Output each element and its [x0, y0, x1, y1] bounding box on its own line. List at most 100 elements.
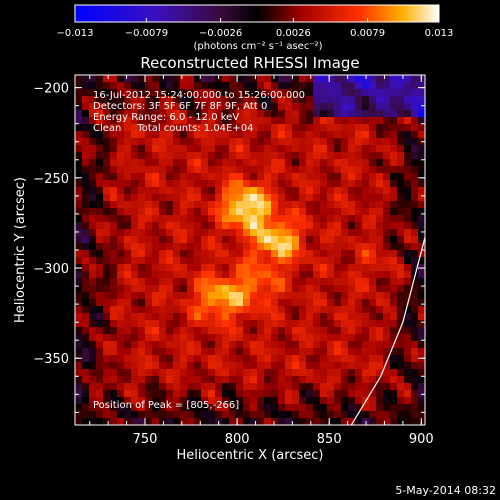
heatmap-cell: [250, 376, 258, 384]
heatmap-cell: [159, 390, 167, 398]
heatmap-cell: [355, 229, 363, 237]
heatmap-cell: [152, 257, 160, 265]
heatmap-cell: [390, 180, 398, 188]
heatmap-cell: [250, 166, 258, 174]
heatmap-cell: [369, 166, 377, 174]
heatmap-cell: [187, 124, 195, 132]
heatmap-cell: [180, 222, 188, 230]
heatmap-cell: [166, 201, 174, 209]
heatmap-cell: [222, 194, 230, 202]
heatmap-cell: [411, 180, 419, 188]
heatmap-cell: [404, 201, 412, 209]
heatmap-cell: [418, 208, 425, 216]
heatmap-cell: [411, 75, 419, 83]
heatmap-cell: [404, 355, 412, 363]
heatmap-cell: [215, 257, 223, 265]
heatmap-cell: [278, 103, 286, 111]
heatmap-cell: [383, 250, 391, 258]
heatmap-cell: [173, 222, 181, 230]
heatmap-cell: [320, 180, 328, 188]
heatmap-cell: [187, 243, 195, 251]
heatmap-cell: [411, 222, 419, 230]
heatmap-cell: [180, 75, 188, 83]
heatmap-cell: [117, 103, 125, 111]
heatmap-cell: [103, 390, 111, 398]
heatmap-cell: [327, 145, 335, 153]
heatmap-cell: [320, 215, 328, 223]
heatmap-cell: [278, 362, 286, 370]
heatmap-cell: [138, 285, 146, 293]
heatmap-cell: [110, 229, 118, 237]
heatmap-cell: [75, 236, 83, 244]
heatmap-cell: [173, 376, 181, 384]
heatmap-cell: [355, 411, 363, 419]
heatmap-cell: [117, 215, 125, 223]
heatmap-cell: [152, 292, 160, 300]
heatmap-cell: [390, 82, 398, 90]
x-tick-label: 800: [225, 432, 250, 447]
heatmap-cell: [418, 82, 425, 90]
heatmap-cell: [390, 418, 398, 425]
heatmap-cell: [376, 75, 384, 83]
heatmap-cell: [271, 327, 279, 335]
heatmap-cell: [194, 236, 202, 244]
heatmap-cell: [313, 208, 321, 216]
heatmap-cell: [187, 201, 195, 209]
heatmap-cell: [376, 362, 384, 370]
heatmap-cell: [327, 313, 335, 321]
heatmap-cell: [341, 173, 349, 181]
heatmap-cell: [306, 222, 314, 230]
heatmap-cell: [208, 264, 216, 272]
heatmap-cell: [236, 418, 244, 425]
heatmap-cell: [236, 355, 244, 363]
heatmap-cell: [264, 418, 272, 425]
heatmap-cell: [299, 138, 307, 146]
heatmap-cell: [229, 89, 237, 97]
heatmap-cell: [103, 404, 111, 412]
heatmap-cell: [334, 110, 342, 118]
heatmap-cell: [362, 180, 370, 188]
heatmap-cell: [390, 166, 398, 174]
heatmap-cell: [327, 96, 335, 104]
heatmap-cell: [166, 117, 174, 125]
heatmap-cell: [159, 173, 167, 181]
heatmap-cell: [299, 229, 307, 237]
heatmap-cell: [124, 103, 132, 111]
heatmap-cell: [194, 257, 202, 265]
heatmap-cell: [145, 117, 153, 125]
heatmap-cell: [313, 159, 321, 167]
heatmap-cell: [159, 285, 167, 293]
heatmap-cell: [194, 159, 202, 167]
heatmap-cell: [194, 264, 202, 272]
heatmap-cell: [348, 243, 356, 251]
heatmap-cell: [103, 110, 111, 118]
heatmap-cell: [180, 299, 188, 307]
heatmap-cell: [201, 75, 209, 83]
heatmap-cell: [194, 418, 202, 425]
heatmap-cell: [257, 376, 265, 384]
heatmap-cell: [138, 334, 146, 342]
heatmap-cell: [250, 306, 258, 314]
heatmap-cell: [264, 341, 272, 349]
heatmap-cell: [173, 306, 181, 314]
heatmap-cell: [271, 131, 279, 139]
heatmap-cell: [285, 257, 293, 265]
heatmap-cell: [222, 369, 230, 377]
heatmap-cell: [75, 173, 83, 181]
heatmap-cell: [187, 194, 195, 202]
heatmap-cell: [194, 243, 202, 251]
heatmap-cell: [117, 383, 125, 391]
heatmap-cell: [264, 285, 272, 293]
heatmap-cell: [327, 341, 335, 349]
heatmap-cell: [355, 138, 363, 146]
heatmap-cell: [89, 103, 97, 111]
heatmap-cell: [390, 110, 398, 118]
heatmap-cell: [180, 187, 188, 195]
heatmap-cell: [348, 215, 356, 223]
heatmap-cell: [299, 334, 307, 342]
heatmap-cell: [229, 411, 237, 419]
heatmap-cell: [236, 194, 244, 202]
heatmap-cell: [159, 208, 167, 216]
heatmap-cell: [285, 117, 293, 125]
heatmap-cell: [327, 418, 335, 425]
